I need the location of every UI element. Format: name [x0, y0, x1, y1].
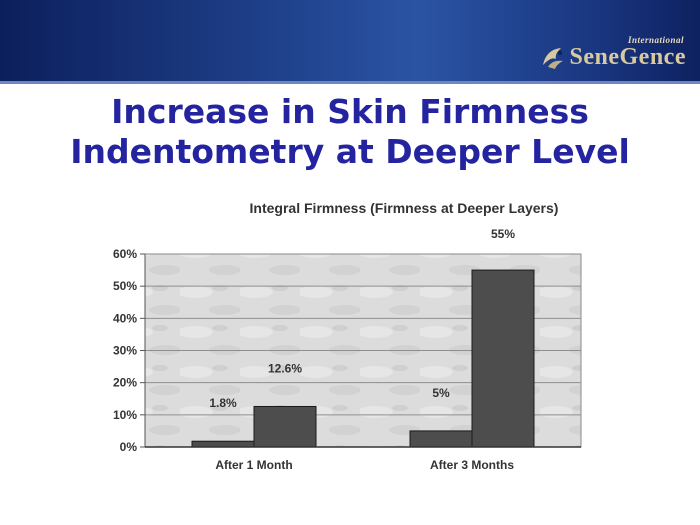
slide-title: Increase in Skin Firmness Indentometry a… [0, 92, 700, 172]
y-tick-label: 20% [113, 376, 137, 390]
logo-tagline: International [627, 35, 684, 45]
y-axis: 0% 10% 20% 30% 40% 50% 60% [113, 247, 146, 454]
y-tick-label: 50% [113, 279, 137, 293]
y-tick-label: 0% [120, 440, 138, 454]
y-tick-label: 10% [113, 408, 137, 422]
y-tick-label: 40% [113, 311, 137, 325]
data-labels: 1.8% 12.6% 5% 55% [209, 227, 515, 410]
logo-emblem-icon [542, 47, 563, 69]
x-axis: After 1 Month After 3 Months [145, 446, 581, 472]
header-band: International SeneGence [0, 0, 700, 84]
bar [253, 405, 317, 448]
data-label: 5% [432, 386, 450, 400]
x-tick-label: After 1 Month [215, 458, 292, 472]
bar [409, 430, 473, 448]
logo-wordmark: International SeneGence [569, 35, 686, 71]
brand-logo: International SeneGence [539, 35, 686, 71]
chart-title: Integral Firmness (Firmness at Deeper La… [250, 200, 559, 216]
data-label: 55% [491, 227, 515, 241]
logo-name: SeneGence [569, 44, 686, 70]
bar [191, 440, 255, 448]
slide-title-line-1: Increase in Skin Firmness [111, 92, 589, 131]
data-label: 12.6% [268, 361, 302, 375]
data-label: 1.8% [209, 396, 237, 410]
bar [471, 269, 535, 448]
slide-title-line-2: Indentometry at Deeper Level [70, 132, 630, 171]
y-tick-label: 30% [113, 344, 137, 358]
x-tick-label: After 3 Months [430, 458, 514, 472]
y-tick-label: 60% [113, 247, 137, 261]
